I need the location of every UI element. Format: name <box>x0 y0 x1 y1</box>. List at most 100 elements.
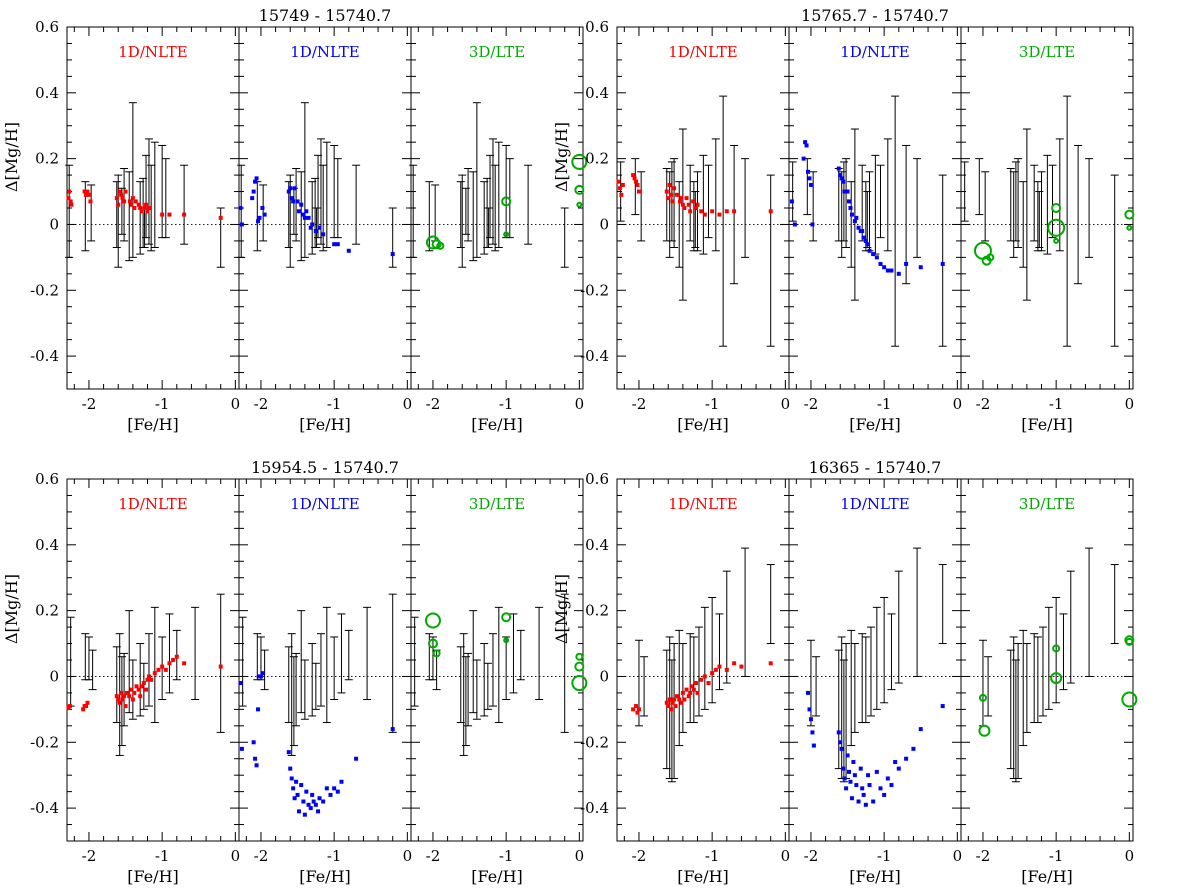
data-point-1d-nlte-red <box>717 664 722 669</box>
data-point-1d-nlte-red <box>732 661 737 666</box>
error-bar <box>741 547 750 677</box>
error-bar <box>112 181 121 248</box>
data-point-1d-nlte-blue <box>867 248 872 253</box>
data-point-1d-nlte-blue <box>390 727 395 732</box>
error-bar <box>516 629 525 681</box>
chart-4: 16365 - 15740.7 Δ[Mg/H] 0.6 0.4 0.2 0 -0.2 -0.4… <box>552 458 1138 886</box>
error-bar <box>535 606 544 700</box>
y-tick-label: 0 <box>599 215 609 233</box>
data-point-1d-nlte-red <box>144 687 149 692</box>
data-point-1d-nlte-red <box>167 212 172 217</box>
x-tick-label: -2 <box>804 847 819 865</box>
error-bar <box>114 174 123 268</box>
data-point-1d-nlte-red <box>84 192 89 197</box>
x-tick-label: -2 <box>82 395 97 413</box>
data-point-1d-nlte-blue <box>867 783 872 788</box>
data-point-1d-nlte-red <box>688 690 693 695</box>
data-point-1d-nlte-red <box>664 189 669 194</box>
error-bar <box>253 633 262 681</box>
data-point-1d-nlte-blue <box>310 792 315 797</box>
data-point-1d-nlte-blue <box>286 750 291 755</box>
data-point-3d-lte <box>1053 237 1060 244</box>
data-point-1d-nlte-red <box>688 209 693 214</box>
data-point-1d-nlte-red <box>119 690 124 695</box>
error-bar <box>975 158 984 216</box>
chart-1: 15749 - 15740.7 Δ[Mg/H] 0.6 0.4 0.2 0 -0.2 -0.4… <box>2 6 588 434</box>
data-point-1d-nlte-red <box>132 690 137 695</box>
data-point-1d-nlte-blue <box>251 189 256 194</box>
data-point-1d-nlte-blue <box>848 779 853 784</box>
error-bar <box>1085 547 1094 677</box>
y-tick-label: -0.2 <box>580 281 609 299</box>
data-point-1d-nlte-red <box>69 202 74 207</box>
error-bar <box>938 564 947 645</box>
panel-label: 3D/LTE <box>1019 43 1075 61</box>
data-point-1d-nlte-red <box>710 209 715 214</box>
data-point-1d-nlte-blue <box>302 215 307 220</box>
y-tick-label: -0.2 <box>580 733 609 751</box>
error-bar <box>409 164 418 258</box>
data-point-1d-nlte-blue <box>836 730 841 735</box>
data-point-1d-nlte-red <box>120 697 125 702</box>
x-tick-label: -1 <box>877 395 892 413</box>
x-tick-label: 0 <box>231 395 241 413</box>
data-point-1d-nlte-red <box>717 212 722 217</box>
data-point-3d-lte <box>1124 209 1135 220</box>
data-point-1d-nlte-red <box>139 209 144 214</box>
error-bar <box>850 128 859 301</box>
data-point-1d-nlte-blue <box>311 799 316 804</box>
data-point-1d-nlte-blue <box>332 242 337 247</box>
y-axis-label: Δ[Mg/H] <box>552 122 571 192</box>
data-point-1d-nlte-blue <box>304 789 309 794</box>
subpanel-3d-lte: -2 -1 0 [Fe/H] 3D/LTE <box>960 478 1138 886</box>
error-bar <box>1059 613 1068 691</box>
data-point-1d-nlte-red <box>670 700 675 705</box>
error-bar <box>699 154 708 255</box>
error-bar <box>766 564 775 645</box>
error-bar <box>1110 174 1119 347</box>
data-point-1d-nlte-red <box>686 202 691 207</box>
error-bar <box>472 102 481 258</box>
data-point-1d-nlte-blue <box>260 206 265 210</box>
data-point-1d-nlte-blue <box>807 707 812 712</box>
error-bar <box>1044 606 1053 710</box>
error-bar <box>616 161 625 222</box>
error-bar <box>524 164 533 245</box>
error-bar <box>809 171 818 242</box>
error-bar <box>428 636 437 681</box>
data-point-1d-nlte-red <box>127 694 132 699</box>
error-bar <box>461 187 470 235</box>
data-point-1d-nlte-blue <box>354 756 359 761</box>
data-point-1d-nlte-blue <box>851 760 856 765</box>
error-bar <box>120 168 129 242</box>
data-point-1d-nlte-red <box>699 209 704 214</box>
data-point-1d-nlte-blue <box>289 196 294 201</box>
data-point-3d-lte <box>436 241 445 250</box>
error-bar <box>144 633 153 707</box>
x-axis-label: [Fe/H] <box>677 415 729 434</box>
data-point-1d-nlte-red <box>691 687 696 692</box>
error-bar <box>872 606 881 710</box>
data-point-1d-nlte-blue <box>863 802 868 807</box>
error-bar <box>858 633 867 724</box>
error-bar <box>640 656 649 717</box>
data-point-3d-lte <box>1050 672 1063 685</box>
error-bar <box>319 164 328 252</box>
error-bar <box>81 633 90 681</box>
data-point-1d-nlte-blue <box>845 189 850 194</box>
data-point-1d-nlte-blue <box>893 760 898 765</box>
error-bar <box>694 626 703 717</box>
error-bar <box>913 547 922 677</box>
data-point-1d-nlte-blue <box>896 766 901 771</box>
data-point-1d-nlte-red <box>636 707 641 712</box>
error-bar <box>330 636 339 700</box>
x-tick-label: -1 <box>499 395 514 413</box>
error-bar <box>1074 144 1083 285</box>
data-point-1d-nlte-blue <box>838 173 843 178</box>
data-point-1d-nlte-blue <box>861 235 866 240</box>
x-tick-label: -1 <box>877 847 892 865</box>
x-tick-label: -1 <box>327 847 342 865</box>
x-axis-label: [Fe/H] <box>127 867 179 886</box>
x-tick-label: 0 <box>403 847 413 865</box>
error-bar <box>984 656 993 717</box>
